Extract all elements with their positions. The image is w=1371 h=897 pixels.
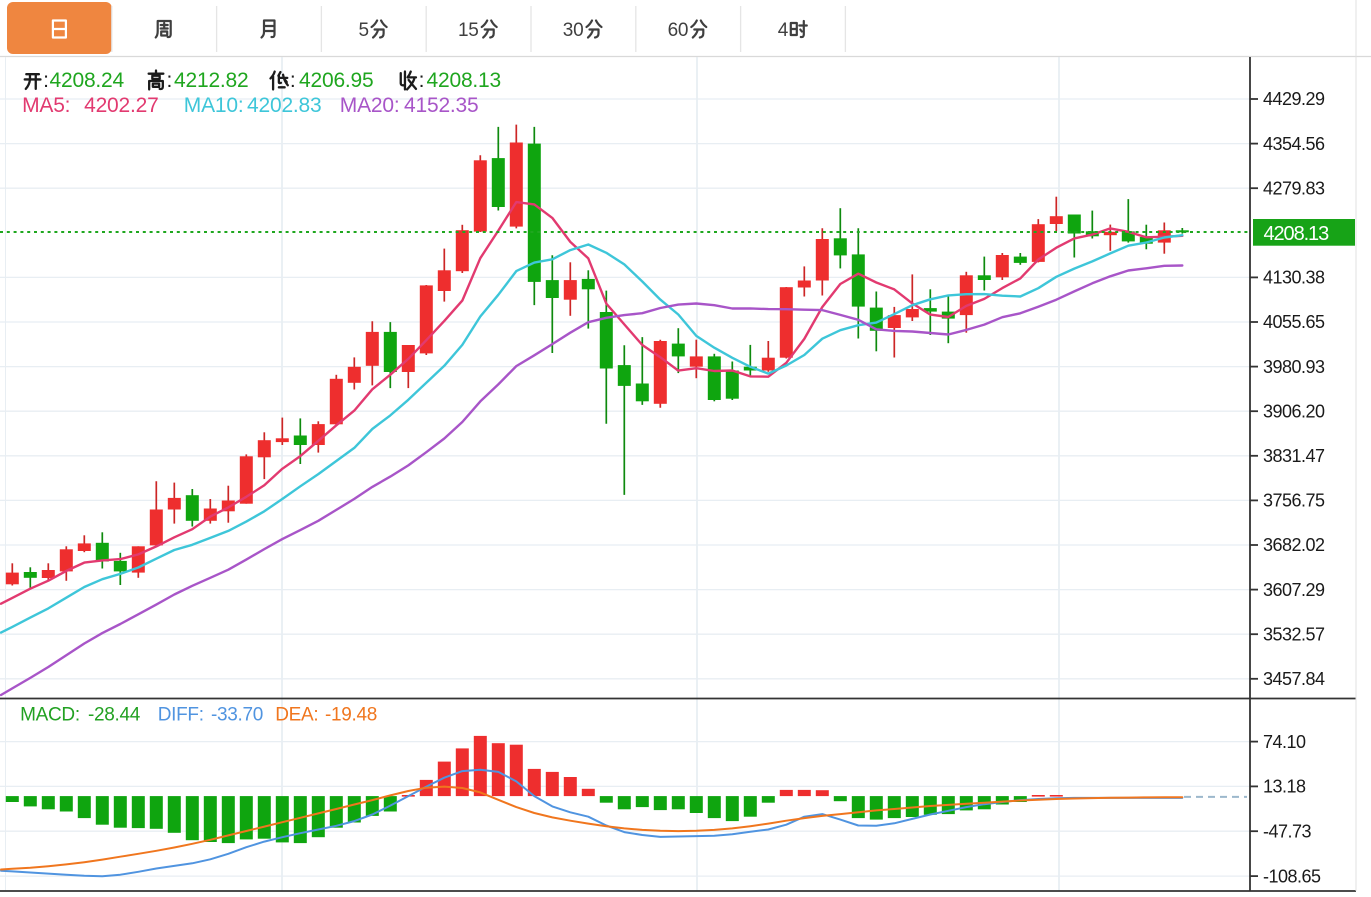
svg-text:4354.56: 4354.56 [1263,134,1325,154]
svg-text:-33.70: -33.70 [211,705,263,726]
svg-text::: : [167,69,173,92]
svg-text:DIFF:: DIFF: [158,705,204,726]
svg-text::: : [43,69,49,92]
svg-text:4212.82: 4212.82 [174,69,249,92]
svg-text:DEA:: DEA: [275,705,318,726]
svg-text:4130.38: 4130.38 [1263,268,1325,288]
svg-text:3457.84: 3457.84 [1263,669,1325,689]
svg-text:-19.48: -19.48 [325,705,377,726]
svg-text:4202.83: 4202.83 [247,94,322,117]
svg-text:MACD:: MACD: [20,705,80,726]
svg-text:74.10: 74.10 [1263,732,1306,752]
svg-text:4208.13: 4208.13 [1264,223,1330,245]
svg-text:-28.44: -28.44 [88,705,141,726]
svg-text:13.18: 13.18 [1263,777,1306,797]
svg-text::: : [290,69,296,92]
svg-text:3682.02: 3682.02 [1263,535,1325,555]
svg-text:15: 15 [458,20,479,41]
svg-text:3756.75: 3756.75 [1263,491,1325,511]
svg-text:60: 60 [668,20,689,41]
svg-text:4279.83: 4279.83 [1263,178,1325,198]
svg-text:5: 5 [359,20,369,41]
svg-text:4202.27: 4202.27 [84,94,159,117]
svg-text:MA20:: MA20: [340,94,400,117]
svg-text:3831.47: 3831.47 [1263,446,1325,466]
svg-text:4: 4 [778,20,789,41]
svg-text:30: 30 [563,20,584,41]
svg-text:3906.20: 3906.20 [1263,401,1325,421]
svg-text:MA5:: MA5: [22,94,70,117]
svg-text:3607.29: 3607.29 [1263,580,1325,600]
svg-text:4208.13: 4208.13 [427,69,502,92]
svg-text:4206.95: 4206.95 [299,69,374,92]
svg-text:4055.65: 4055.65 [1263,312,1325,332]
svg-text:MA10:: MA10: [184,94,244,117]
svg-text:3532.57: 3532.57 [1263,624,1325,644]
svg-text:-47.73: -47.73 [1263,821,1312,841]
svg-text:4208.24: 4208.24 [50,69,125,92]
svg-text:-108.65: -108.65 [1263,866,1321,886]
svg-text:3980.93: 3980.93 [1263,357,1325,377]
svg-text:4152.35: 4152.35 [404,94,479,117]
svg-text:4429.29: 4429.29 [1263,89,1325,109]
svg-text::: : [419,69,425,92]
